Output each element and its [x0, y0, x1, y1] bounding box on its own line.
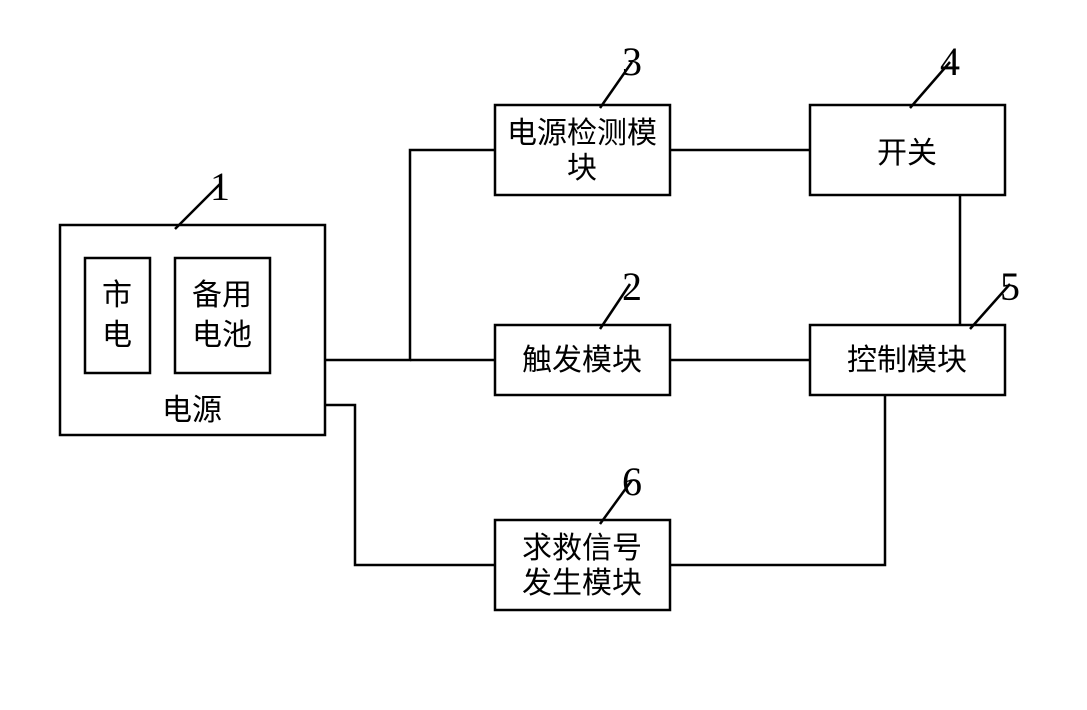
label-control: 控制模块 [847, 344, 967, 377]
label-power: 电源 [162, 394, 222, 427]
num-trigger: 2 [622, 264, 642, 309]
edge-power-sos [325, 405, 495, 565]
node-power-battery [175, 258, 270, 373]
label-power-mains: 市电 [102, 279, 132, 352]
block-diagram: 电源 1 市电备用电池触发模块 2 电源检测模块 3 开关 4 控制模块 5 求救信号发生模块 6 [0, 0, 1087, 710]
label-trigger: 触发模块 [522, 344, 642, 377]
label-sos: 求救信号发生模块 [522, 532, 642, 600]
num-detect: 3 [622, 39, 642, 84]
node-power-mains [85, 258, 150, 373]
label-detect: 电源检测模块 [507, 117, 657, 185]
label-power-battery: 备用电池 [192, 279, 252, 352]
num-power: 1 [210, 164, 230, 209]
num-switch: 4 [940, 39, 960, 84]
num-sos: 6 [622, 459, 642, 504]
edge-control-sos [670, 395, 885, 565]
edge-power-detect [325, 150, 495, 360]
label-switch: 开关 [877, 137, 937, 170]
num-control: 5 [1000, 264, 1020, 309]
